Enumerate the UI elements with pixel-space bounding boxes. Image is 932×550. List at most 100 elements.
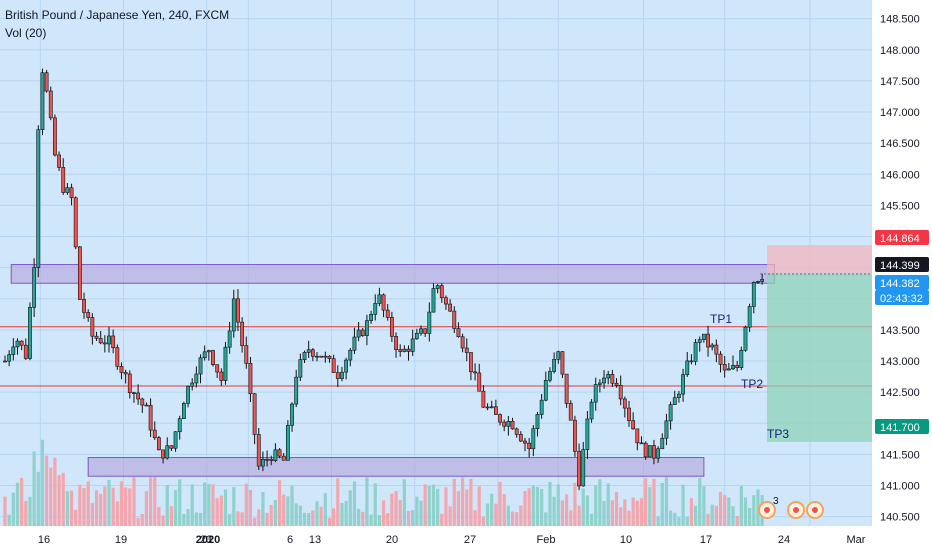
volume-bar	[535, 487, 540, 526]
candle	[360, 329, 365, 336]
volume-bar	[302, 512, 307, 526]
volume-bar	[40, 439, 45, 526]
volume-bars	[3, 439, 764, 526]
volume-bar	[436, 488, 440, 526]
candle	[165, 445, 170, 459]
candle	[231, 298, 236, 332]
volume-bar	[461, 477, 465, 526]
candle	[261, 458, 265, 467]
candle	[685, 360, 690, 375]
volume-bar	[452, 478, 456, 526]
volume-bar	[481, 516, 485, 526]
volume-bar	[552, 496, 556, 526]
event-count: 3	[773, 496, 779, 507]
volume-bar	[602, 501, 606, 526]
candle	[294, 376, 299, 405]
volume-bar	[718, 491, 723, 526]
volume-bar	[440, 513, 444, 526]
candle	[656, 448, 661, 459]
volume-bar	[286, 496, 290, 526]
volume-bar	[381, 500, 386, 526]
stop-loss-region[interactable]	[767, 245, 872, 274]
volume-bar	[173, 490, 178, 526]
candle	[57, 154, 61, 168]
volume-bar	[406, 510, 411, 526]
volume-bar	[739, 485, 743, 526]
volume-bar	[340, 503, 344, 526]
volume-bar	[660, 483, 664, 526]
candle	[53, 117, 57, 156]
time-tick-label: 23	[200, 534, 212, 546]
volume-bar	[506, 505, 510, 526]
price-label	[875, 275, 929, 290]
volume-bar	[186, 509, 190, 526]
volume-bar	[710, 504, 714, 526]
volume-bar	[57, 475, 61, 526]
time-tick-label: 24	[778, 534, 790, 546]
position-tool[interactable]	[760, 245, 872, 442]
volume-bar	[431, 484, 436, 526]
candle	[306, 349, 311, 353]
volume-bar	[606, 483, 610, 526]
candle	[3, 360, 7, 363]
price-tick-label: 141.500	[880, 449, 920, 461]
candle	[15, 340, 20, 348]
volume-bar	[236, 511, 240, 526]
candle	[277, 449, 282, 457]
price-label-text: 144.382	[880, 278, 920, 290]
volume-bar	[20, 477, 24, 526]
candle	[639, 442, 644, 445]
candle	[273, 449, 278, 461]
candle	[435, 285, 440, 289]
take-profit-region[interactable]	[767, 273, 872, 442]
resistance-zone[interactable]	[10, 264, 776, 284]
candle	[610, 374, 615, 384]
price-axis[interactable]: 140.500141.000141.500142.000142.500143.0…	[872, 0, 932, 550]
volume-bar	[510, 511, 515, 526]
volume-bar	[182, 513, 186, 526]
candle	[323, 355, 328, 358]
candle	[223, 346, 228, 381]
price-tick-label: 148.500	[880, 14, 920, 26]
volume-bar	[619, 507, 623, 526]
candle	[315, 355, 319, 358]
volume-bar	[311, 510, 315, 526]
candle	[697, 339, 702, 343]
candle	[448, 303, 453, 312]
candle	[593, 384, 598, 403]
candle	[356, 329, 361, 338]
price-tick-label: 146.500	[880, 138, 920, 150]
volume-bar	[415, 496, 419, 526]
candle	[427, 311, 432, 334]
volume-bar	[706, 513, 710, 526]
candle	[410, 338, 415, 352]
volume-bar	[169, 506, 173, 526]
volume-bar	[307, 513, 311, 526]
candle	[581, 449, 586, 487]
support-zone[interactable]	[87, 457, 705, 477]
volume-bar	[165, 484, 169, 526]
candle	[622, 398, 627, 409]
candle	[726, 368, 731, 371]
volume-bar	[398, 499, 402, 526]
volume-bar	[693, 505, 698, 526]
price-label-text: 144.399	[880, 260, 920, 272]
volume-bar	[248, 489, 253, 526]
price-label	[875, 257, 929, 272]
volume-bar	[269, 504, 273, 526]
volume-bar	[610, 500, 614, 526]
drawing-zones[interactable]	[0, 264, 872, 477]
volume-bar	[298, 505, 302, 526]
volume-bar	[369, 514, 373, 526]
volume-bar	[215, 498, 219, 526]
candle	[161, 449, 165, 459]
time-axis[interactable]: 16 19 23 6 13 20 27 Feb 10 17 24 Mar 2020	[0, 526, 932, 550]
volume-bar	[32, 451, 36, 526]
candle	[32, 267, 37, 308]
volume-bar	[748, 507, 752, 526]
volume-bar	[223, 489, 228, 526]
price-tick-label: 148.000	[880, 45, 920, 57]
annotation-tp1: TP1	[710, 312, 732, 326]
